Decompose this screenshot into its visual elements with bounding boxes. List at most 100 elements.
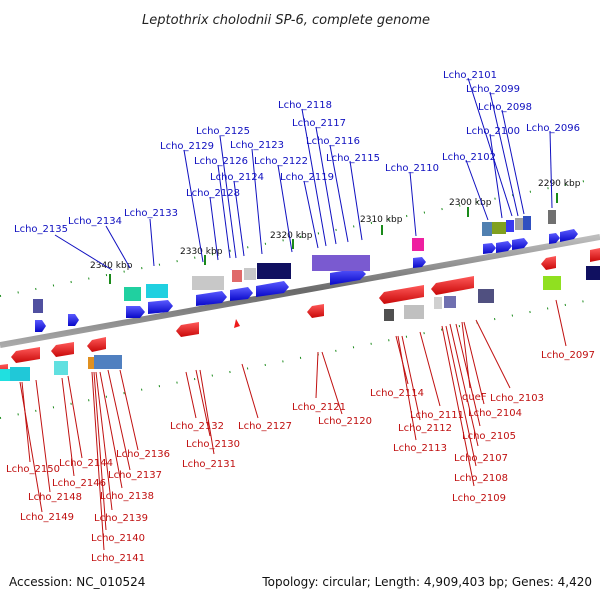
gene-label: Lcho_2112 [398,423,452,434]
guide-tracks [0,177,600,419]
gene-label: Lcho_2101 [443,70,497,81]
gene-label: Lcho_2124 [210,172,264,183]
forward-gene-arrow [234,319,240,328]
gene-label: Lcho_2115 [326,153,380,164]
backbone-line [0,234,600,348]
gene-label: Lcho_2133 [124,208,178,219]
gene-label: Lcho_2148 [28,492,82,503]
feature-box [506,220,514,232]
reverse-gene-arrow [11,347,40,363]
feature-box [54,361,68,375]
feature-box [232,270,242,282]
gene-label: Lcho_2138 [100,491,154,502]
forward-gene-arrow [256,281,289,297]
gene-label: Lcho_2120 [318,416,372,427]
gene-label: Lcho_2144 [59,458,113,469]
reverse-gene-arrow [87,337,106,352]
gene-label: Lcho_2135 [14,224,68,235]
gene-label: Lcho_2113 [393,443,447,454]
map-title: Leptothrix cholodnii SP-6, complete geno… [142,13,430,28]
gene-label: Lcho_2134 [68,216,122,227]
reverse-gene-arrow [176,322,199,337]
gene-label: Lcho_2114 [370,388,424,399]
gene-label: Lcho_2097 [541,350,595,361]
feature-box [586,266,600,280]
gene-label: Lcho_2132 [170,421,224,432]
gene-label: Lcho_2128 [186,188,240,199]
forward-gene-arrow [560,229,578,242]
feature-box [124,287,141,301]
scale-label: 2340 kbp [90,261,133,271]
gene-label: Lcho_2137 [108,470,162,481]
gene-label: Lcho_2108 [454,473,508,484]
gene-label: Lcho_2116 [306,136,360,147]
forward-gene-arrow [549,233,560,244]
reverse-genes [0,248,600,378]
gene-label: Lcho_2119 [280,172,334,183]
feature-box [244,268,256,280]
forward-gene-arrow [126,306,145,318]
forward-gene-arrow [512,238,528,250]
forward-gene-arrow [330,268,366,285]
reverse-gene-arrow [541,256,556,270]
gene-label: Lcho_2104 [468,408,522,419]
gene-label: Lcho_2111 [410,410,464,421]
feature-box [543,276,561,290]
forward-gene-arrow [35,320,46,332]
forward-gene-arrow [413,257,426,268]
reverse-gene-arrow [590,248,600,262]
reverse-gene-arrow [51,342,74,357]
feature-box [146,284,168,298]
gene-label: Lcho_2146 [52,478,106,489]
feature-box [523,216,531,230]
forward-gene-arrow [496,241,512,253]
feature-box [10,367,30,381]
reverse-gene-arrow [307,304,324,318]
reverse-gene-labels: Lcho_2150 Lcho_2149 Lcho_2148 Lcho_2146 … [6,299,595,564]
gene-label: Lcho_2096 [526,123,580,134]
reverse-features [0,266,600,381]
feature-box [0,369,10,381]
feature-box [384,309,394,321]
scale-label: 2300 kbp [449,198,492,208]
gene-label: Lcho_2099 [466,84,520,95]
gene-label: Lcho_2127 [238,421,292,432]
scale-label: 2290 kbp [538,179,581,189]
gene-label: Lcho_2149 [20,512,74,523]
gene-label: Lcho_2118 [278,100,332,111]
forward-gene-arrow [148,300,173,314]
feature-box [492,222,506,234]
forward-gene-arrow [196,291,227,306]
gene-label: Lcho_2131 [182,459,236,470]
forward-genes [35,229,578,332]
gene-label: Lcho_2139 [94,513,148,524]
reverse-gene-arrow [379,285,424,304]
feature-box [88,357,94,369]
genome-summary-text: Topology: circular; Length: 4,909,403 bp… [261,575,592,589]
accession-text: Accession: NC_010524 [9,575,145,589]
feature-box [192,276,224,290]
feature-box [444,296,456,308]
gene-label: Lcho_2117 [292,118,346,129]
scale-ticks [109,193,558,284]
forward-features [33,210,556,313]
gene-label: Lcho_2136 [116,449,170,460]
forward-gene-arrow [230,287,253,301]
feature-box [257,263,291,279]
gene-label: queF [462,392,487,403]
feature-box [482,222,492,236]
gene-label: Lcho_2107 [454,453,508,464]
genome-backbone [0,234,600,348]
gene-label: Lcho_2102 [442,152,496,163]
feature-box [94,355,122,369]
gene-label: Lcho_2110 [385,163,439,174]
gene-label: Lcho_2141 [91,553,145,564]
scale-label: 2310 kbp [360,215,403,225]
gene-label: Lcho_2105 [462,431,516,442]
gene-label: Lcho_2123 [230,140,284,151]
feature-box [412,238,424,251]
gene-label: Lcho_2129 [160,141,214,152]
scale-label: 2320 kbp [270,231,313,241]
